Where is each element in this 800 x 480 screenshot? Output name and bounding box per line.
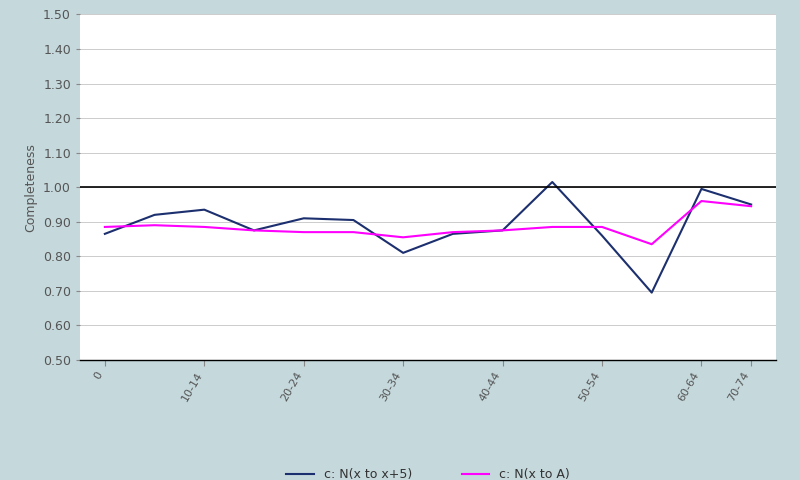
c: N(x to A): (10, 0.885): N(x to A): (10, 0.885) [597, 224, 607, 230]
c: N(x to A): (6, 0.855): N(x to A): (6, 0.855) [398, 234, 408, 240]
c: N(x to x+5): (4, 0.91): N(x to x+5): (4, 0.91) [299, 216, 309, 221]
c: N(x to A): (0, 0.885): N(x to A): (0, 0.885) [100, 224, 110, 230]
c: N(x to A): (9, 0.885): N(x to A): (9, 0.885) [547, 224, 557, 230]
c: N(x to A): (5, 0.87): N(x to A): (5, 0.87) [349, 229, 358, 235]
c: N(x to x+5): (2, 0.935): N(x to x+5): (2, 0.935) [199, 207, 209, 213]
c: N(x to A): (4, 0.87): N(x to A): (4, 0.87) [299, 229, 309, 235]
c: N(x to x+5): (8, 0.875): N(x to x+5): (8, 0.875) [498, 228, 507, 233]
c: N(x to x+5): (1, 0.92): N(x to x+5): (1, 0.92) [150, 212, 159, 218]
c: N(x to x+5): (12, 0.995): N(x to x+5): (12, 0.995) [697, 186, 706, 192]
c: N(x to x+5): (11, 0.695): N(x to x+5): (11, 0.695) [647, 290, 657, 296]
c: N(x to x+5): (6, 0.81): N(x to x+5): (6, 0.81) [398, 250, 408, 256]
c: N(x to A): (11, 0.835): N(x to A): (11, 0.835) [647, 241, 657, 247]
c: N(x to x+5): (10, 0.86): N(x to x+5): (10, 0.86) [597, 233, 607, 239]
Legend: c: N(x to x+5), c: N(x to A): c: N(x to x+5), c: N(x to A) [281, 463, 575, 480]
c: N(x to A): (2, 0.885): N(x to A): (2, 0.885) [199, 224, 209, 230]
c: N(x to A): (13, 0.945): N(x to A): (13, 0.945) [746, 204, 756, 209]
c: N(x to A): (12, 0.96): N(x to A): (12, 0.96) [697, 198, 706, 204]
c: N(x to A): (3, 0.875): N(x to A): (3, 0.875) [249, 228, 258, 233]
c: N(x to x+5): (0, 0.865): N(x to x+5): (0, 0.865) [100, 231, 110, 237]
c: N(x to x+5): (5, 0.905): N(x to x+5): (5, 0.905) [349, 217, 358, 223]
Y-axis label: Completeness: Completeness [25, 143, 38, 232]
c: N(x to x+5): (13, 0.95): N(x to x+5): (13, 0.95) [746, 202, 756, 207]
c: N(x to x+5): (3, 0.875): N(x to x+5): (3, 0.875) [249, 228, 258, 233]
c: N(x to A): (1, 0.89): N(x to A): (1, 0.89) [150, 222, 159, 228]
c: N(x to x+5): (7, 0.865): N(x to x+5): (7, 0.865) [448, 231, 458, 237]
c: N(x to A): (7, 0.87): N(x to A): (7, 0.87) [448, 229, 458, 235]
Line: c: N(x to A): c: N(x to A) [105, 201, 751, 244]
c: N(x to x+5): (9, 1.01): N(x to x+5): (9, 1.01) [547, 179, 557, 185]
c: N(x to A): (8, 0.875): N(x to A): (8, 0.875) [498, 228, 507, 233]
Line: c: N(x to x+5): c: N(x to x+5) [105, 182, 751, 293]
